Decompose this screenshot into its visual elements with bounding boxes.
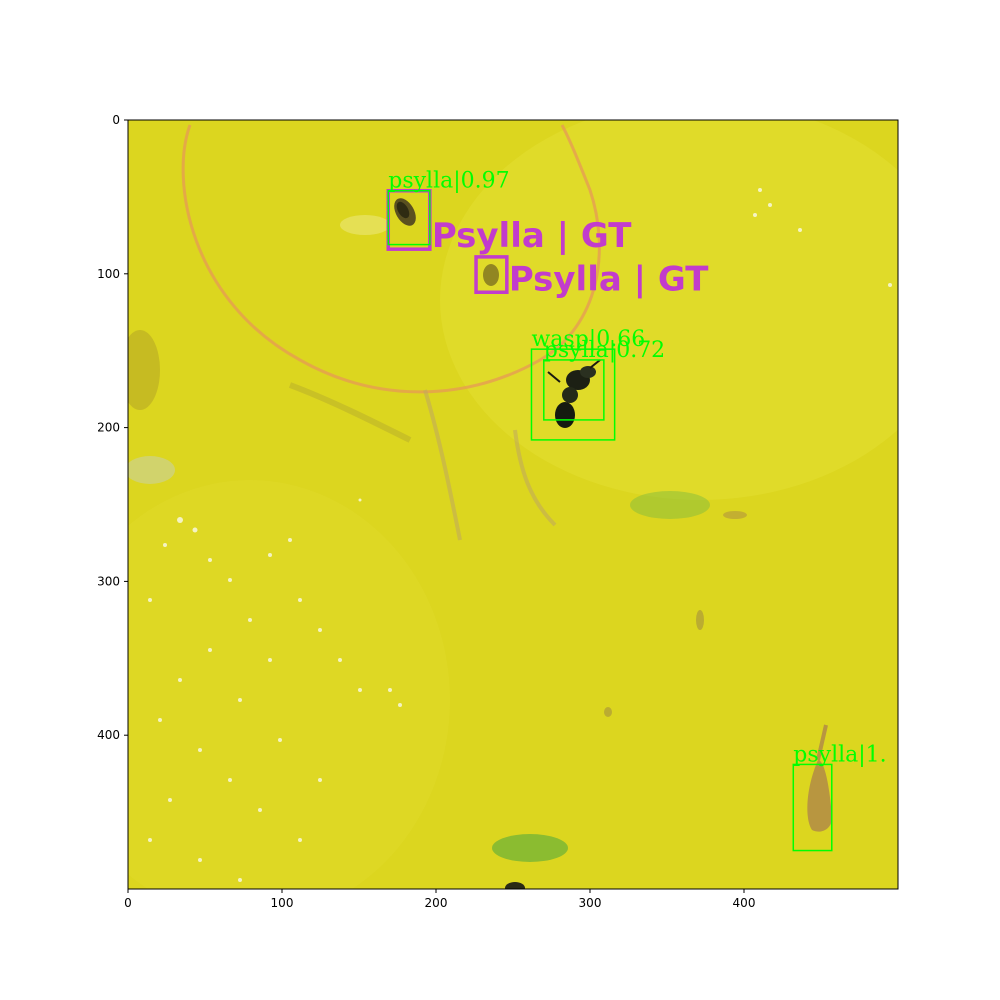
detection-box: [543, 359, 605, 421]
x-tick-label: 0: [124, 896, 132, 910]
x-tick-label: 300: [579, 896, 602, 910]
y-tick-label: 400: [97, 728, 120, 742]
y-tick-label: 0: [112, 113, 120, 127]
axes-frame: [127, 119, 899, 890]
green-spot: [630, 491, 710, 519]
y-tick-label: 300: [97, 574, 120, 588]
gt-label: Psylla | GT: [509, 259, 709, 299]
x-tick-label: 100: [271, 896, 294, 910]
insect-psylla-1: [394, 198, 416, 226]
insect-wasp: [547, 359, 601, 428]
x-tick-label: 200: [425, 896, 448, 910]
white-specks: [148, 188, 892, 882]
detection-box: [792, 763, 833, 852]
detection-label: wasp|0.66: [531, 327, 645, 352]
gt-box: [474, 255, 509, 295]
insect-psylla-3: [807, 724, 832, 832]
y-tick-label: 100: [97, 267, 120, 281]
detection-box: [530, 348, 616, 441]
detection-label: psylla|0.97: [388, 169, 509, 194]
debris: [288, 215, 747, 717]
y-tick-label: 200: [97, 421, 120, 435]
detection-label: psylla|0.72: [544, 338, 665, 363]
orange-ring-marking: [181, 124, 601, 394]
detection-box: [387, 189, 431, 246]
x-axis: 0 100 200 300 400: [124, 889, 755, 910]
detection-label: psylla|1.: [793, 742, 886, 767]
insect-psylla-2: [483, 264, 499, 286]
gt-label: Psylla | GT: [432, 216, 632, 256]
x-tick-label: 400: [733, 896, 756, 910]
green-spot: [492, 834, 568, 862]
y-axis: 0 100 200 300 400: [97, 113, 128, 742]
